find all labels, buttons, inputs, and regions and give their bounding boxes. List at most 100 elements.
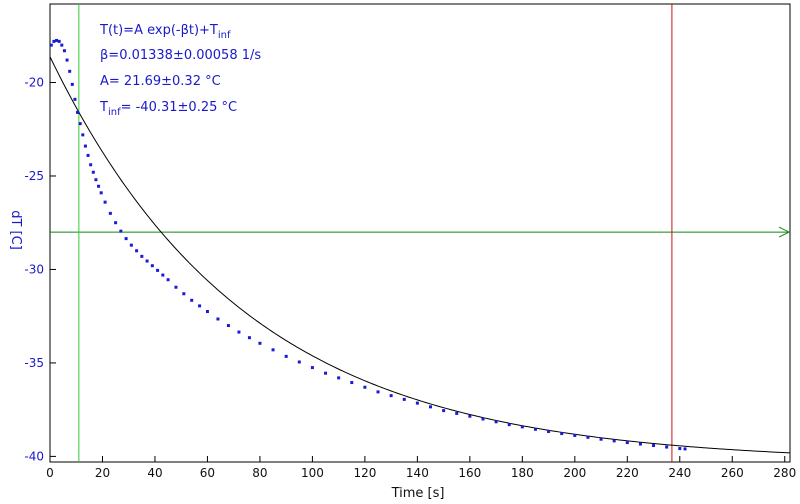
y-axis-label: dT [C] bbox=[8, 210, 23, 250]
tinf-subscript: inf bbox=[108, 107, 121, 118]
data-point bbox=[297, 360, 301, 364]
data-point bbox=[455, 411, 459, 415]
data-point bbox=[560, 432, 564, 436]
x-tick-label: 220 bbox=[616, 466, 639, 480]
data-point bbox=[350, 381, 354, 385]
data-point bbox=[145, 259, 149, 263]
data-point bbox=[108, 211, 112, 215]
data-point bbox=[190, 298, 194, 302]
data-point bbox=[678, 447, 682, 451]
x-tick-label: 280 bbox=[773, 466, 796, 480]
data-point bbox=[573, 433, 577, 437]
data-point bbox=[683, 447, 687, 451]
data-point bbox=[507, 423, 511, 427]
x-axis: 0 20 40 60 80 100 120 140 160 180 200 220 240 260 280 bbox=[46, 456, 796, 480]
data-point bbox=[99, 191, 103, 195]
x-axis-label: Time [s] bbox=[391, 486, 445, 501]
data-point bbox=[86, 153, 90, 157]
data-point bbox=[625, 441, 629, 445]
data-point bbox=[652, 444, 656, 448]
beta-text: β=0.01338±0.00058 1/s bbox=[100, 48, 261, 63]
data-point bbox=[49, 43, 53, 47]
data-point bbox=[363, 385, 367, 389]
data-point bbox=[226, 324, 230, 328]
plot-frame bbox=[49, 3, 791, 463]
x-tick-label: 120 bbox=[353, 466, 376, 480]
data-point bbox=[103, 200, 107, 204]
x-tick-label: 240 bbox=[668, 466, 691, 480]
data-point bbox=[65, 58, 69, 62]
fit-annotation: T(t)=A exp(-βt)+Tinf β=0.01338±0.00058 1… bbox=[99, 23, 261, 118]
x-tick-label: 100 bbox=[301, 466, 324, 480]
y-tick-label: -35 bbox=[24, 356, 44, 370]
data-point bbox=[599, 437, 603, 441]
data-point bbox=[52, 39, 56, 43]
data-point bbox=[389, 394, 393, 398]
fit-curve-line bbox=[49, 56, 791, 454]
data-point bbox=[60, 43, 64, 47]
tinf-label: T bbox=[99, 100, 108, 115]
svg-text:T(t)=A exp(-βt)+Tinf: T(t)=A exp(-βt)+Tinf bbox=[99, 23, 231, 41]
data-point bbox=[76, 110, 80, 114]
data-point bbox=[119, 229, 123, 233]
data-point bbox=[150, 264, 154, 268]
data-point bbox=[57, 39, 61, 43]
data-point bbox=[586, 435, 590, 439]
y-tick-label: -20 bbox=[24, 76, 44, 90]
data-point bbox=[468, 414, 472, 418]
data-point bbox=[129, 243, 133, 247]
data-point bbox=[198, 304, 202, 308]
cursor-arrow-icon bbox=[778, 226, 791, 238]
model-subscript: inf bbox=[218, 30, 231, 41]
data-point bbox=[73, 97, 77, 101]
data-point bbox=[547, 430, 551, 434]
data-points-layer bbox=[49, 38, 687, 451]
data-point bbox=[494, 420, 498, 424]
x-tick-label: 0 bbox=[46, 466, 54, 480]
fit-curve-layer bbox=[49, 56, 791, 454]
y-tick-label: -30 bbox=[24, 262, 44, 276]
data-point bbox=[520, 425, 524, 429]
data-point bbox=[216, 317, 220, 321]
data-point bbox=[481, 417, 485, 421]
data-point bbox=[78, 122, 82, 126]
data-point bbox=[55, 38, 59, 42]
x-tick-label: 60 bbox=[200, 466, 215, 480]
data-point bbox=[612, 439, 616, 443]
data-point bbox=[62, 49, 66, 53]
data-point bbox=[83, 144, 87, 148]
y-tick-label: -40 bbox=[24, 449, 44, 463]
data-point bbox=[68, 69, 72, 73]
model-text: T(t)=A exp(-βt)+T bbox=[99, 23, 218, 38]
data-point bbox=[174, 285, 178, 289]
x-tick-label: 40 bbox=[147, 466, 162, 480]
data-point bbox=[114, 221, 118, 225]
x-tick-label: 140 bbox=[406, 466, 429, 480]
cursor-layer[interactable] bbox=[50, 4, 791, 462]
data-point bbox=[665, 445, 669, 449]
data-point bbox=[442, 409, 446, 413]
data-point bbox=[638, 442, 642, 446]
data-point bbox=[324, 371, 328, 375]
data-point bbox=[428, 405, 432, 409]
data-point bbox=[247, 336, 251, 340]
x-tick-label: 80 bbox=[252, 466, 267, 480]
data-point bbox=[81, 133, 85, 137]
x-tick-label: 200 bbox=[563, 466, 586, 480]
y-tick-label: -25 bbox=[24, 169, 44, 183]
data-point bbox=[166, 278, 170, 282]
data-point bbox=[89, 163, 93, 167]
data-point bbox=[237, 330, 241, 334]
data-point bbox=[140, 254, 144, 258]
x-tick-label: 260 bbox=[721, 466, 744, 480]
data-point bbox=[124, 237, 128, 241]
data-point bbox=[97, 184, 101, 188]
data-point bbox=[337, 376, 341, 380]
data-point bbox=[533, 427, 537, 431]
y-axis: -20 -25 -30 -35 -40 bbox=[24, 76, 56, 463]
data-point bbox=[91, 170, 95, 174]
svg-text:Tinf= -40.31±0.25 °C: Tinf= -40.31±0.25 °C bbox=[99, 100, 237, 118]
data-point bbox=[156, 268, 160, 272]
data-point bbox=[271, 348, 275, 352]
